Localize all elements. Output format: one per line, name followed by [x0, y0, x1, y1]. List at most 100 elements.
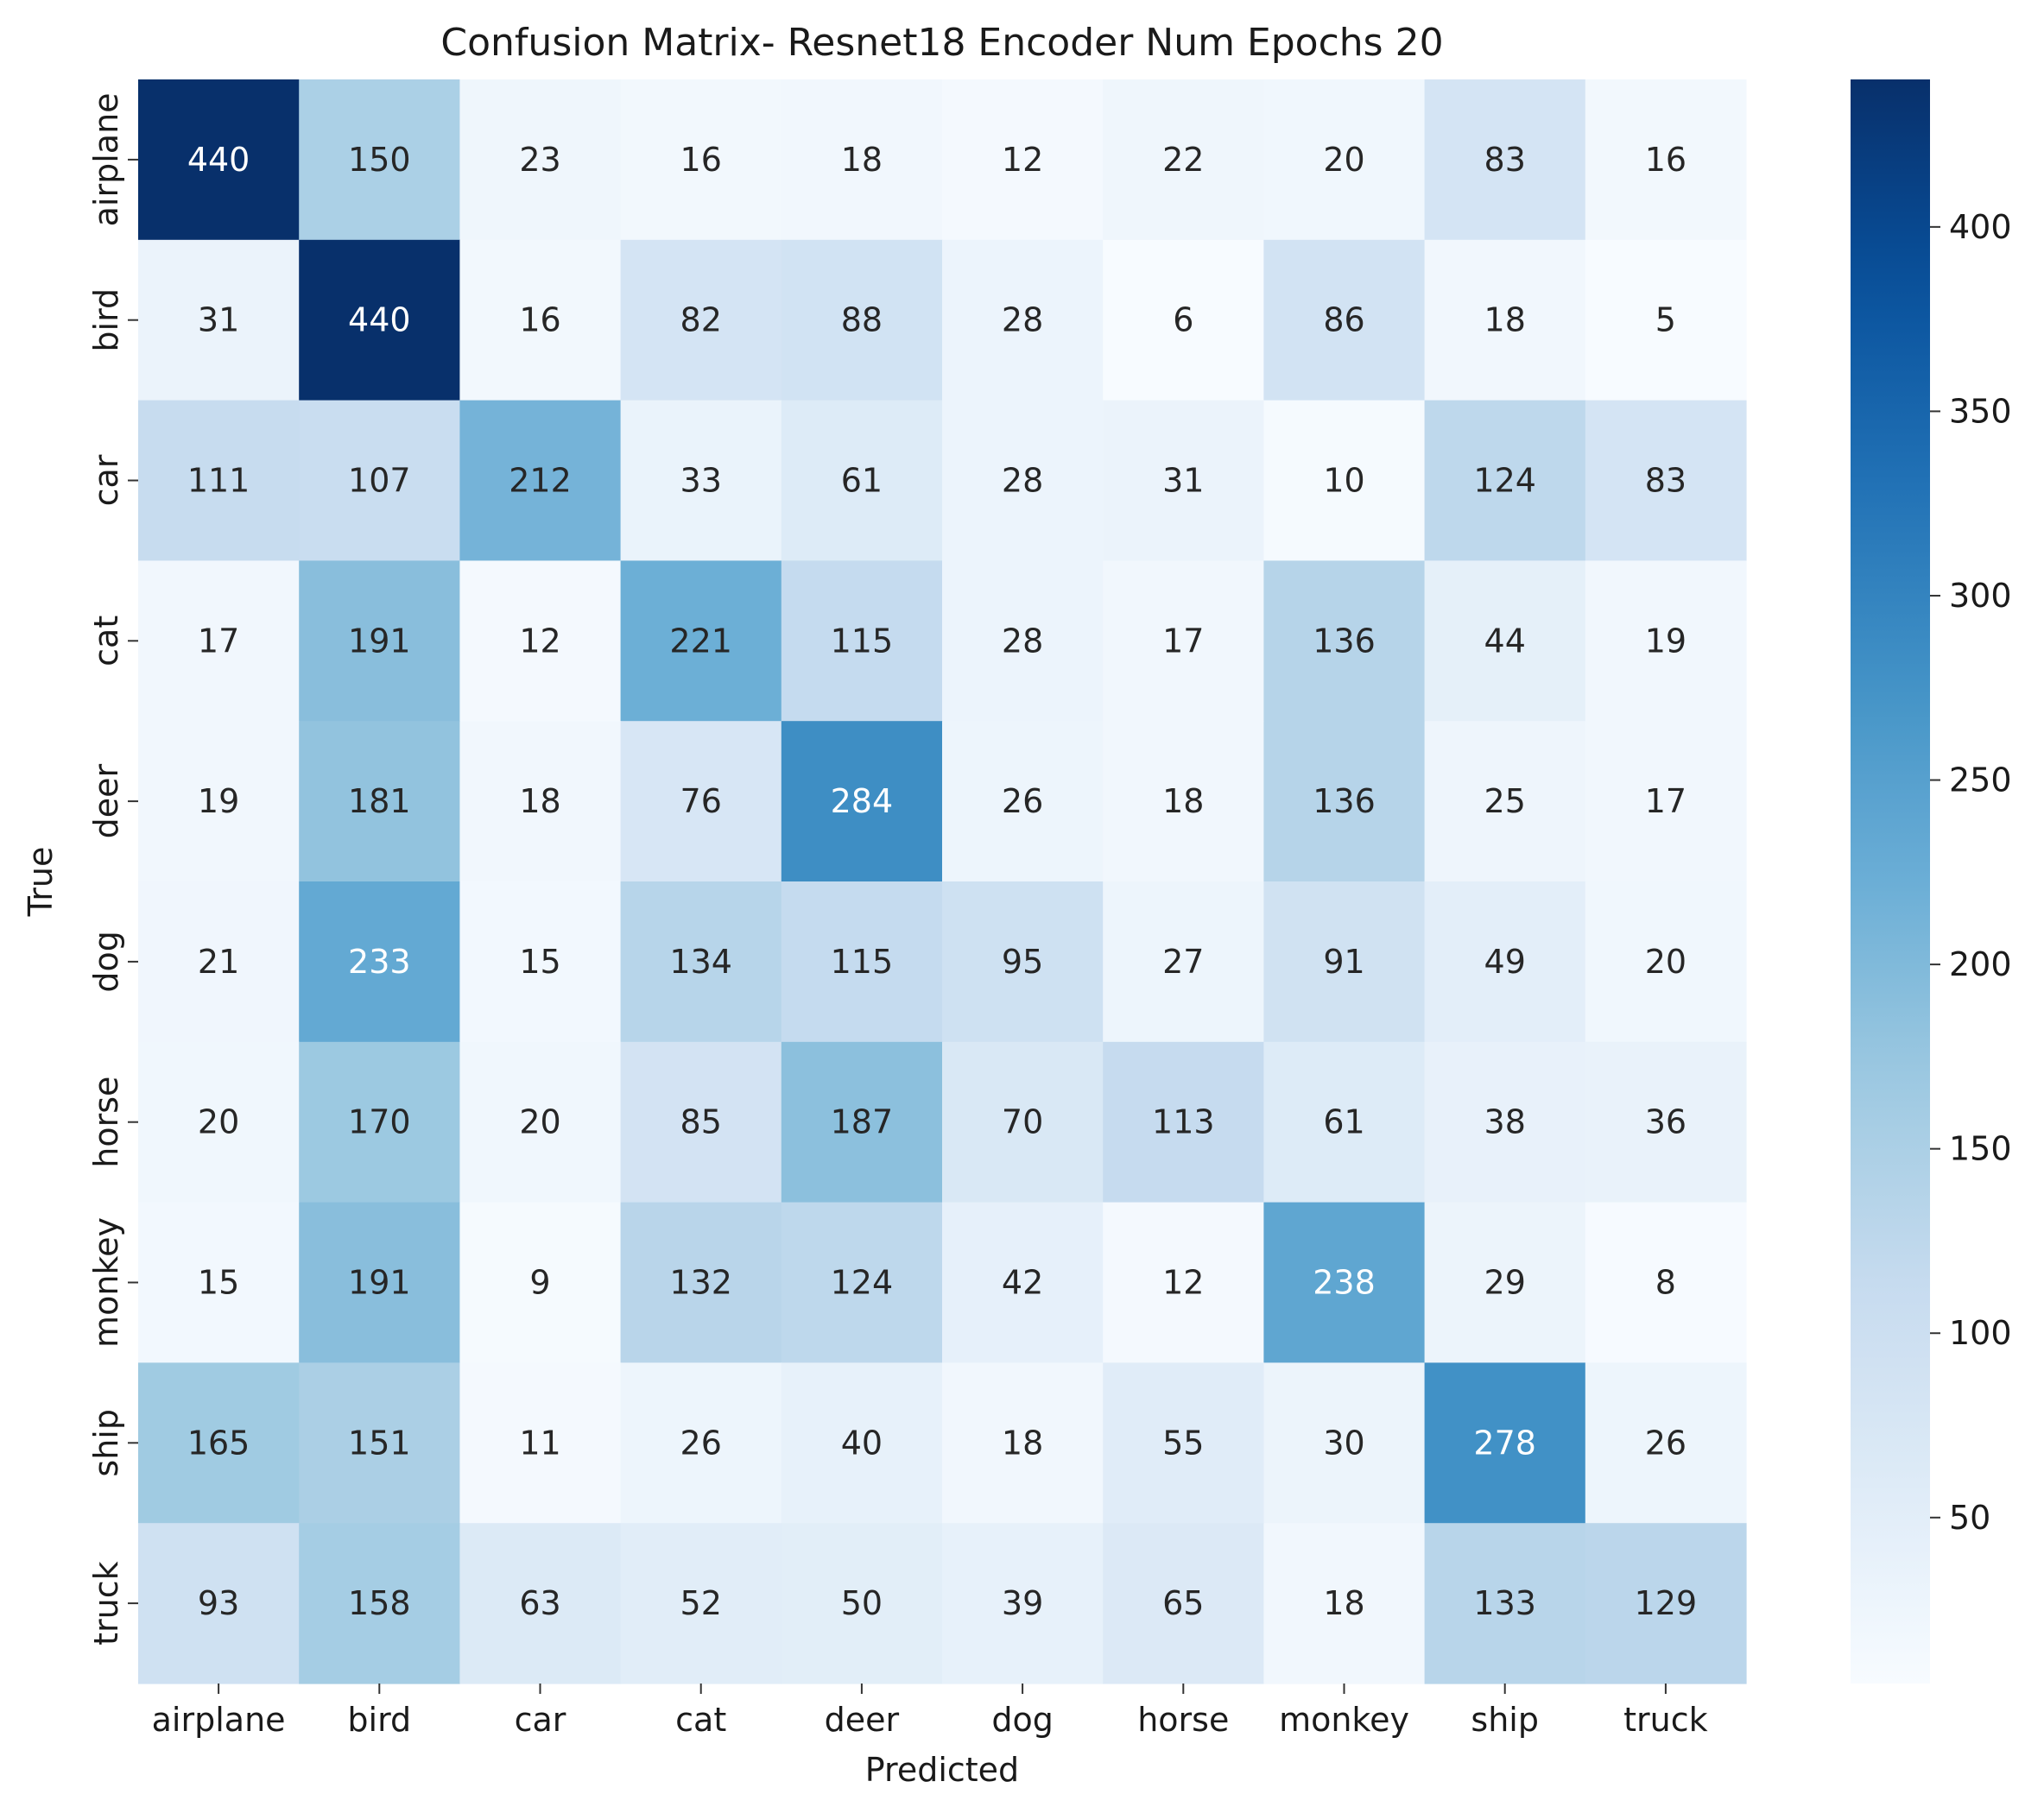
y-tick-label: cat: [87, 616, 125, 666]
cell-value-label: 191: [348, 622, 411, 660]
cell-value-label: 83: [1484, 141, 1526, 179]
cell-value-label: 26: [1645, 1424, 1686, 1462]
cell-value-label: 9: [529, 1264, 550, 1302]
heatmap-cell: [620, 721, 782, 882]
y-axis: airplane bird car cat deer dog horse monkey ship…: [87, 92, 138, 1646]
cell-value-label: 18: [1002, 1424, 1043, 1462]
cell-value-label: 170: [348, 1103, 411, 1141]
heatmap-cell: [620, 1041, 782, 1203]
cell-value-label: 21: [198, 943, 239, 981]
heatmap-cell: [1424, 1362, 1586, 1524]
heatmap-cell: [620, 1523, 782, 1684]
x-tick-label: ship: [1471, 1701, 1539, 1739]
cell-value-label: 27: [1162, 943, 1204, 981]
heatmap-cell: [1263, 400, 1426, 561]
cell-value-label: 36: [1645, 1103, 1686, 1141]
cell-value-label: 124: [1473, 462, 1536, 500]
cell-value-label: 181: [348, 782, 411, 820]
y-tick-label: dog: [87, 931, 125, 993]
cell-value-label: 17: [1162, 622, 1204, 660]
cell-value-label: 85: [680, 1103, 722, 1141]
x-tick-label: deer: [825, 1701, 900, 1739]
heatmap-cell: [138, 1362, 300, 1524]
cell-value-label: 187: [831, 1103, 894, 1141]
heatmap-cell: [299, 1202, 460, 1363]
cell-value-label: 440: [348, 301, 411, 339]
heatmap-cell: [138, 239, 300, 401]
heatmap-cell: [1103, 721, 1264, 882]
cell-value-label: 115: [831, 622, 894, 660]
cell-value-label: 88: [841, 301, 883, 339]
cell-value-label: 151: [348, 1424, 411, 1462]
heatmap-cell: [620, 881, 782, 1043]
heatmap-cell: [459, 881, 622, 1043]
cell-value-label: 115: [831, 943, 894, 981]
cell-value-label: 16: [519, 301, 560, 339]
heatmap-cell: [620, 560, 782, 722]
cell-value-label: 31: [198, 301, 239, 339]
cell-value-label: 95: [1002, 943, 1043, 981]
cell-value-label: 23: [519, 141, 560, 179]
heatmap-cell: [781, 560, 943, 722]
heatmap-cell: [1103, 1362, 1264, 1524]
cell-value-label: 33: [680, 462, 722, 500]
x-tick-label: car: [515, 1701, 566, 1739]
cell-value-label: 40: [841, 1424, 883, 1462]
heatmap-cells: [138, 79, 1747, 1684]
heatmap-cell: [942, 1523, 1104, 1684]
cell-value-label: 12: [1002, 141, 1043, 179]
cell-value-label: 136: [1313, 782, 1376, 820]
heatmap-cell: [620, 1362, 782, 1524]
cell-value-label: 284: [831, 782, 894, 820]
cell-value-label: 16: [1645, 141, 1686, 179]
cell-value-label: 76: [680, 782, 722, 820]
heatmap-cell: [299, 1362, 460, 1524]
cell-value-label: 30: [1323, 1424, 1364, 1462]
heatmap-cell: [138, 560, 300, 722]
cell-value-label: 221: [669, 622, 732, 660]
cell-value-label: 165: [187, 1424, 250, 1462]
colorbar-tick-label: 250: [1949, 761, 2012, 799]
heatmap-cell: [459, 1362, 622, 1524]
cell-value-label: 42: [1002, 1264, 1043, 1302]
heatmap-cell: [299, 239, 460, 401]
y-tick-label: airplane: [87, 92, 125, 226]
heatmap-cell: [942, 881, 1104, 1043]
heatmap-cell: [138, 1041, 300, 1203]
heatmap-cell: [459, 239, 622, 401]
cell-value-label: 20: [198, 1103, 239, 1141]
heatmap-cell: [781, 400, 943, 561]
heatmap-cell: [781, 1362, 943, 1524]
heatmap-cell: [459, 721, 622, 882]
y-tick-label: horse: [87, 1077, 125, 1168]
colorbar-tick-label: 50: [1949, 1499, 1990, 1537]
x-axis-label: Predicted: [865, 1751, 1019, 1789]
heatmap-cell: [459, 1202, 622, 1363]
cell-value-label: 129: [1635, 1584, 1698, 1622]
heatmap-cell: [459, 1523, 622, 1684]
heatmap-cell: [942, 1202, 1104, 1363]
x-axis: airplane bird car cat deer dog horse monkey ship…: [152, 1684, 1708, 1739]
heatmap-cell: [942, 721, 1104, 882]
cell-value-label: 18: [1162, 782, 1204, 820]
colorbar-tick-label: 150: [1949, 1130, 2012, 1168]
cell-value-label: 134: [669, 943, 732, 981]
heatmap-cell: [1424, 1202, 1586, 1363]
cell-value-label: 111: [187, 462, 250, 500]
cell-value-label: 212: [509, 462, 572, 500]
cell-value-label: 61: [1323, 1103, 1364, 1141]
heatmap-cell: [1585, 79, 1747, 241]
cell-value-label: 26: [680, 1424, 722, 1462]
cell-value-label: 26: [1002, 782, 1043, 820]
x-tick-label: monkey: [1279, 1701, 1409, 1739]
heatmap-cell: [1585, 400, 1747, 561]
heatmap-cell: [1103, 239, 1264, 401]
cell-value-label: 25: [1484, 782, 1526, 820]
cell-value-label: 12: [519, 622, 560, 660]
heatmap-cell: [1424, 1523, 1586, 1684]
heatmap-cell: [1424, 400, 1586, 561]
cell-value-label: 278: [1473, 1424, 1536, 1462]
heatmap-cell: [138, 1523, 300, 1684]
cell-value-label: 132: [669, 1264, 732, 1302]
